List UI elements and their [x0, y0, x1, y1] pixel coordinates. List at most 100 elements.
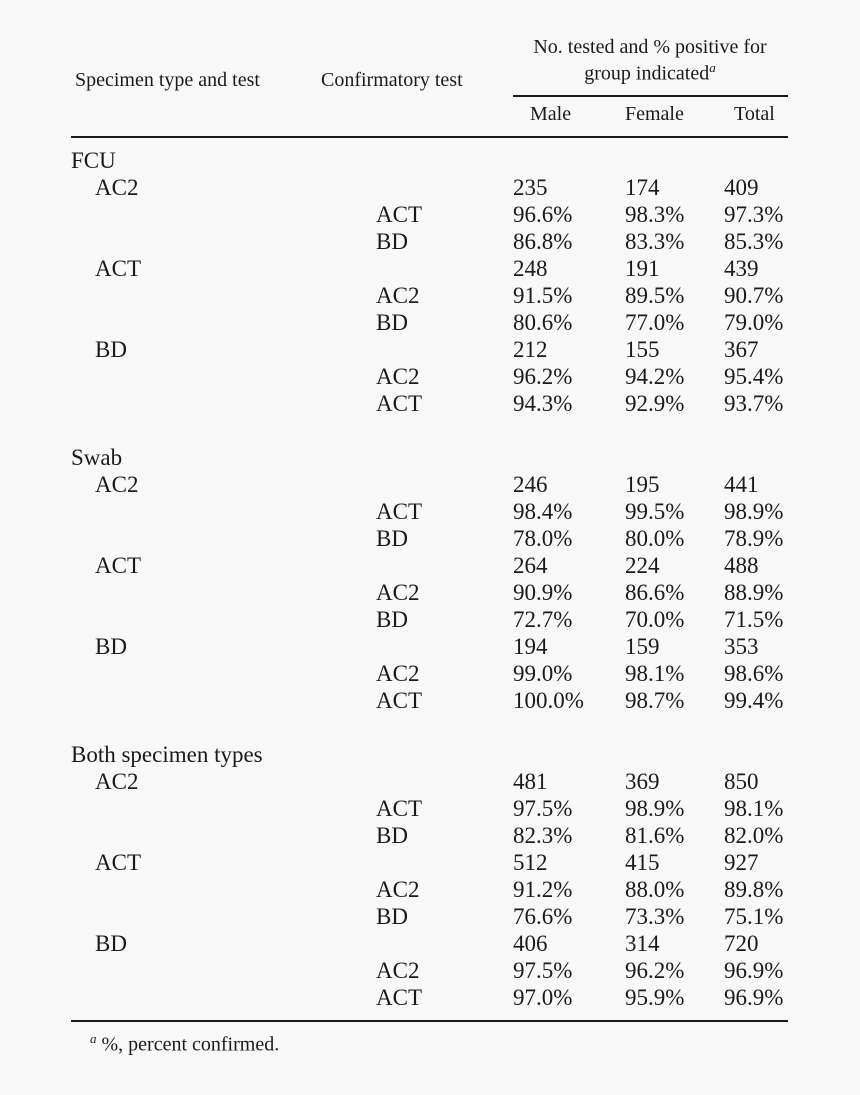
male-percent: 80.6%: [513, 309, 573, 335]
test-name: AC2: [95, 174, 139, 200]
male-count: 194: [513, 633, 548, 659]
test-name: BD: [95, 633, 127, 659]
male-percent: 100.0%: [513, 687, 584, 713]
total-count: 720: [724, 930, 759, 956]
section-label: Both specimen types: [71, 741, 263, 767]
female-percent: 81.6%: [625, 822, 685, 848]
male-count: 512: [513, 849, 548, 875]
female-percent: 95.9%: [625, 984, 685, 1010]
male-percent: 97.5%: [513, 957, 573, 983]
total-count: 850: [724, 768, 759, 794]
test-name: AC2: [95, 768, 139, 794]
female-percent: 96.2%: [625, 957, 685, 983]
confirmation-row: BD 86.8% 83.3% 85.3%: [0, 228, 860, 255]
male-count: 248: [513, 255, 548, 281]
male-count: 246: [513, 471, 548, 497]
male-percent: 98.4%: [513, 498, 573, 524]
section-label: Swab: [71, 444, 123, 470]
confirmatory-test: ACT: [376, 984, 422, 1010]
test-row: ACT 248 191 439: [0, 255, 860, 282]
male-count: 481: [513, 768, 548, 794]
header-group-line1: No. tested and % positive for: [533, 36, 767, 58]
header-specimen-type: Specimen type and test: [75, 69, 260, 91]
section-label: FCU: [71, 147, 116, 173]
male-percent: 94.3%: [513, 390, 573, 416]
confirmatory-test: ACT: [376, 390, 422, 416]
total-count: 927: [724, 849, 759, 875]
female-percent: 89.5%: [625, 282, 685, 308]
test-row: AC2 246 195 441: [0, 471, 860, 498]
group-rule: [513, 95, 788, 97]
female-percent: 70.0%: [625, 606, 685, 632]
test-row: AC2 481 369 850: [0, 768, 860, 795]
confirmation-row: ACT 94.3% 92.9% 93.7%: [0, 390, 860, 417]
total-percent: 96.9%: [724, 984, 784, 1010]
female-percent: 83.3%: [625, 228, 685, 254]
confirmatory-test: BD: [376, 903, 408, 929]
male-percent: 82.3%: [513, 822, 573, 848]
total-count: 353: [724, 633, 759, 659]
header-bottom-rule: [71, 136, 788, 138]
confirmation-row: AC2 96.2% 94.2% 95.4%: [0, 363, 860, 390]
section-row: Both specimen types: [0, 741, 860, 768]
female-percent: 99.5%: [625, 498, 685, 524]
total-percent: 98.1%: [724, 795, 784, 821]
footnote-mark: a: [90, 1031, 97, 1046]
female-percent: 80.0%: [625, 525, 685, 551]
confirmatory-test: AC2: [376, 876, 420, 902]
footnote-text: %, percent confirmed.: [101, 1033, 280, 1056]
total-percent: 98.6%: [724, 660, 784, 686]
header-group-title: No. tested and % positive for: [500, 36, 800, 59]
footnote-mark: a: [709, 60, 716, 75]
female-percent: 86.6%: [625, 579, 685, 605]
male-percent: 90.9%: [513, 579, 573, 605]
female-percent: 98.3%: [625, 201, 685, 227]
male-count: 264: [513, 552, 548, 578]
male-percent: 99.0%: [513, 660, 573, 686]
confirmatory-test: BD: [376, 228, 408, 254]
test-name: ACT: [95, 255, 141, 281]
confirmatory-test: ACT: [376, 201, 422, 227]
male-percent: 91.5%: [513, 282, 573, 308]
male-count: 212: [513, 336, 548, 362]
female-count: 191: [625, 255, 660, 281]
header-total: Total: [734, 103, 775, 125]
female-percent: 94.2%: [625, 363, 685, 389]
female-count: 195: [625, 471, 660, 497]
total-percent: 98.9%: [724, 498, 784, 524]
confirmation-row: AC2 91.2% 88.0% 89.8%: [0, 876, 860, 903]
male-percent: 76.6%: [513, 903, 573, 929]
test-name: ACT: [95, 849, 141, 875]
total-count: 441: [724, 471, 759, 497]
male-percent: 96.6%: [513, 201, 573, 227]
male-percent: 78.0%: [513, 525, 573, 551]
female-percent: 88.0%: [625, 876, 685, 902]
test-row: BD 406 314 720: [0, 930, 860, 957]
male-percent: 72.7%: [513, 606, 573, 632]
test-name: AC2: [95, 471, 139, 497]
test-row: ACT 264 224 488: [0, 552, 860, 579]
confirmation-row: BD 80.6% 77.0% 79.0%: [0, 309, 860, 336]
total-percent: 71.5%: [724, 606, 784, 632]
confirmation-row: ACT 97.0% 95.9% 96.9%: [0, 984, 860, 1011]
total-percent: 75.1%: [724, 903, 784, 929]
female-count: 174: [625, 174, 660, 200]
confirmatory-test: AC2: [376, 660, 420, 686]
male-percent: 96.2%: [513, 363, 573, 389]
test-name: BD: [95, 930, 127, 956]
test-name: ACT: [95, 552, 141, 578]
total-percent: 88.9%: [724, 579, 784, 605]
confirmation-row: BD 72.7% 70.0% 71.5%: [0, 606, 860, 633]
total-percent: 78.9%: [724, 525, 784, 551]
header-confirmatory-test: Confirmatory test: [321, 69, 463, 91]
male-percent: 86.8%: [513, 228, 573, 254]
confirmation-row: BD 82.3% 81.6% 82.0%: [0, 822, 860, 849]
test-row: ACT 512 415 927: [0, 849, 860, 876]
confirmatory-test: AC2: [376, 957, 420, 983]
test-row: AC2 235 174 409: [0, 174, 860, 201]
male-count: 235: [513, 174, 548, 200]
male-percent: 97.0%: [513, 984, 573, 1010]
total-percent: 89.8%: [724, 876, 784, 902]
total-percent: 90.7%: [724, 282, 784, 308]
section-row: FCU: [0, 147, 860, 174]
